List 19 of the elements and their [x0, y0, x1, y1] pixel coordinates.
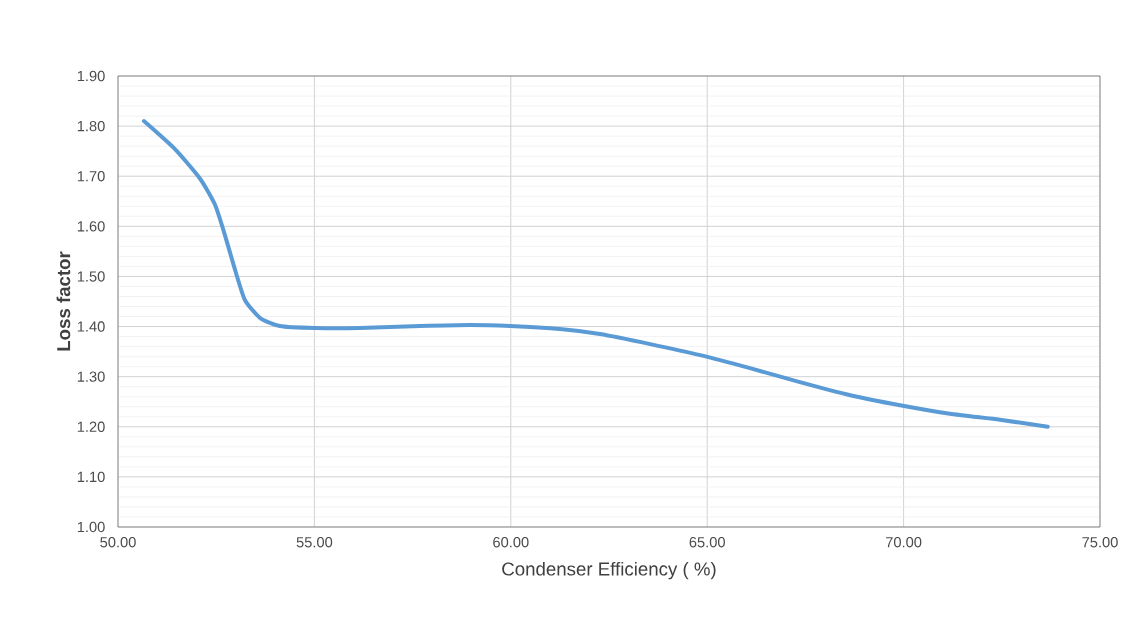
y-tick-label: 1.00	[77, 521, 105, 533]
x-tick-label: 75.00	[1082, 537, 1118, 548]
x-axis-title: Condenser Efficiency ( %)	[502, 561, 716, 580]
x-tick-label: 70.00	[886, 537, 922, 548]
x-tick-label: 65.00	[689, 537, 725, 548]
y-tick-label: 1.50	[77, 271, 105, 282]
y-tick-label: 1.60	[77, 221, 105, 232]
x-tick-label: 55.00	[296, 537, 333, 548]
y-tick-label: 1.40	[77, 321, 105, 332]
y-tick-label: 1.80	[77, 120, 105, 132]
x-tick-label: 50.00	[100, 537, 136, 548]
line-series	[141, 119, 1050, 429]
y-tick-label: 1.90	[77, 70, 105, 82]
y-tick-label: 1.10	[77, 471, 105, 483]
x-tick-label: 60.00	[493, 537, 529, 548]
y-tick-label: 1.70	[77, 171, 105, 182]
y-axis-title: Loss factor	[56, 251, 71, 351]
y-tick-label: 1.20	[77, 421, 105, 432]
y-tick-label: 1.30	[77, 371, 105, 382]
